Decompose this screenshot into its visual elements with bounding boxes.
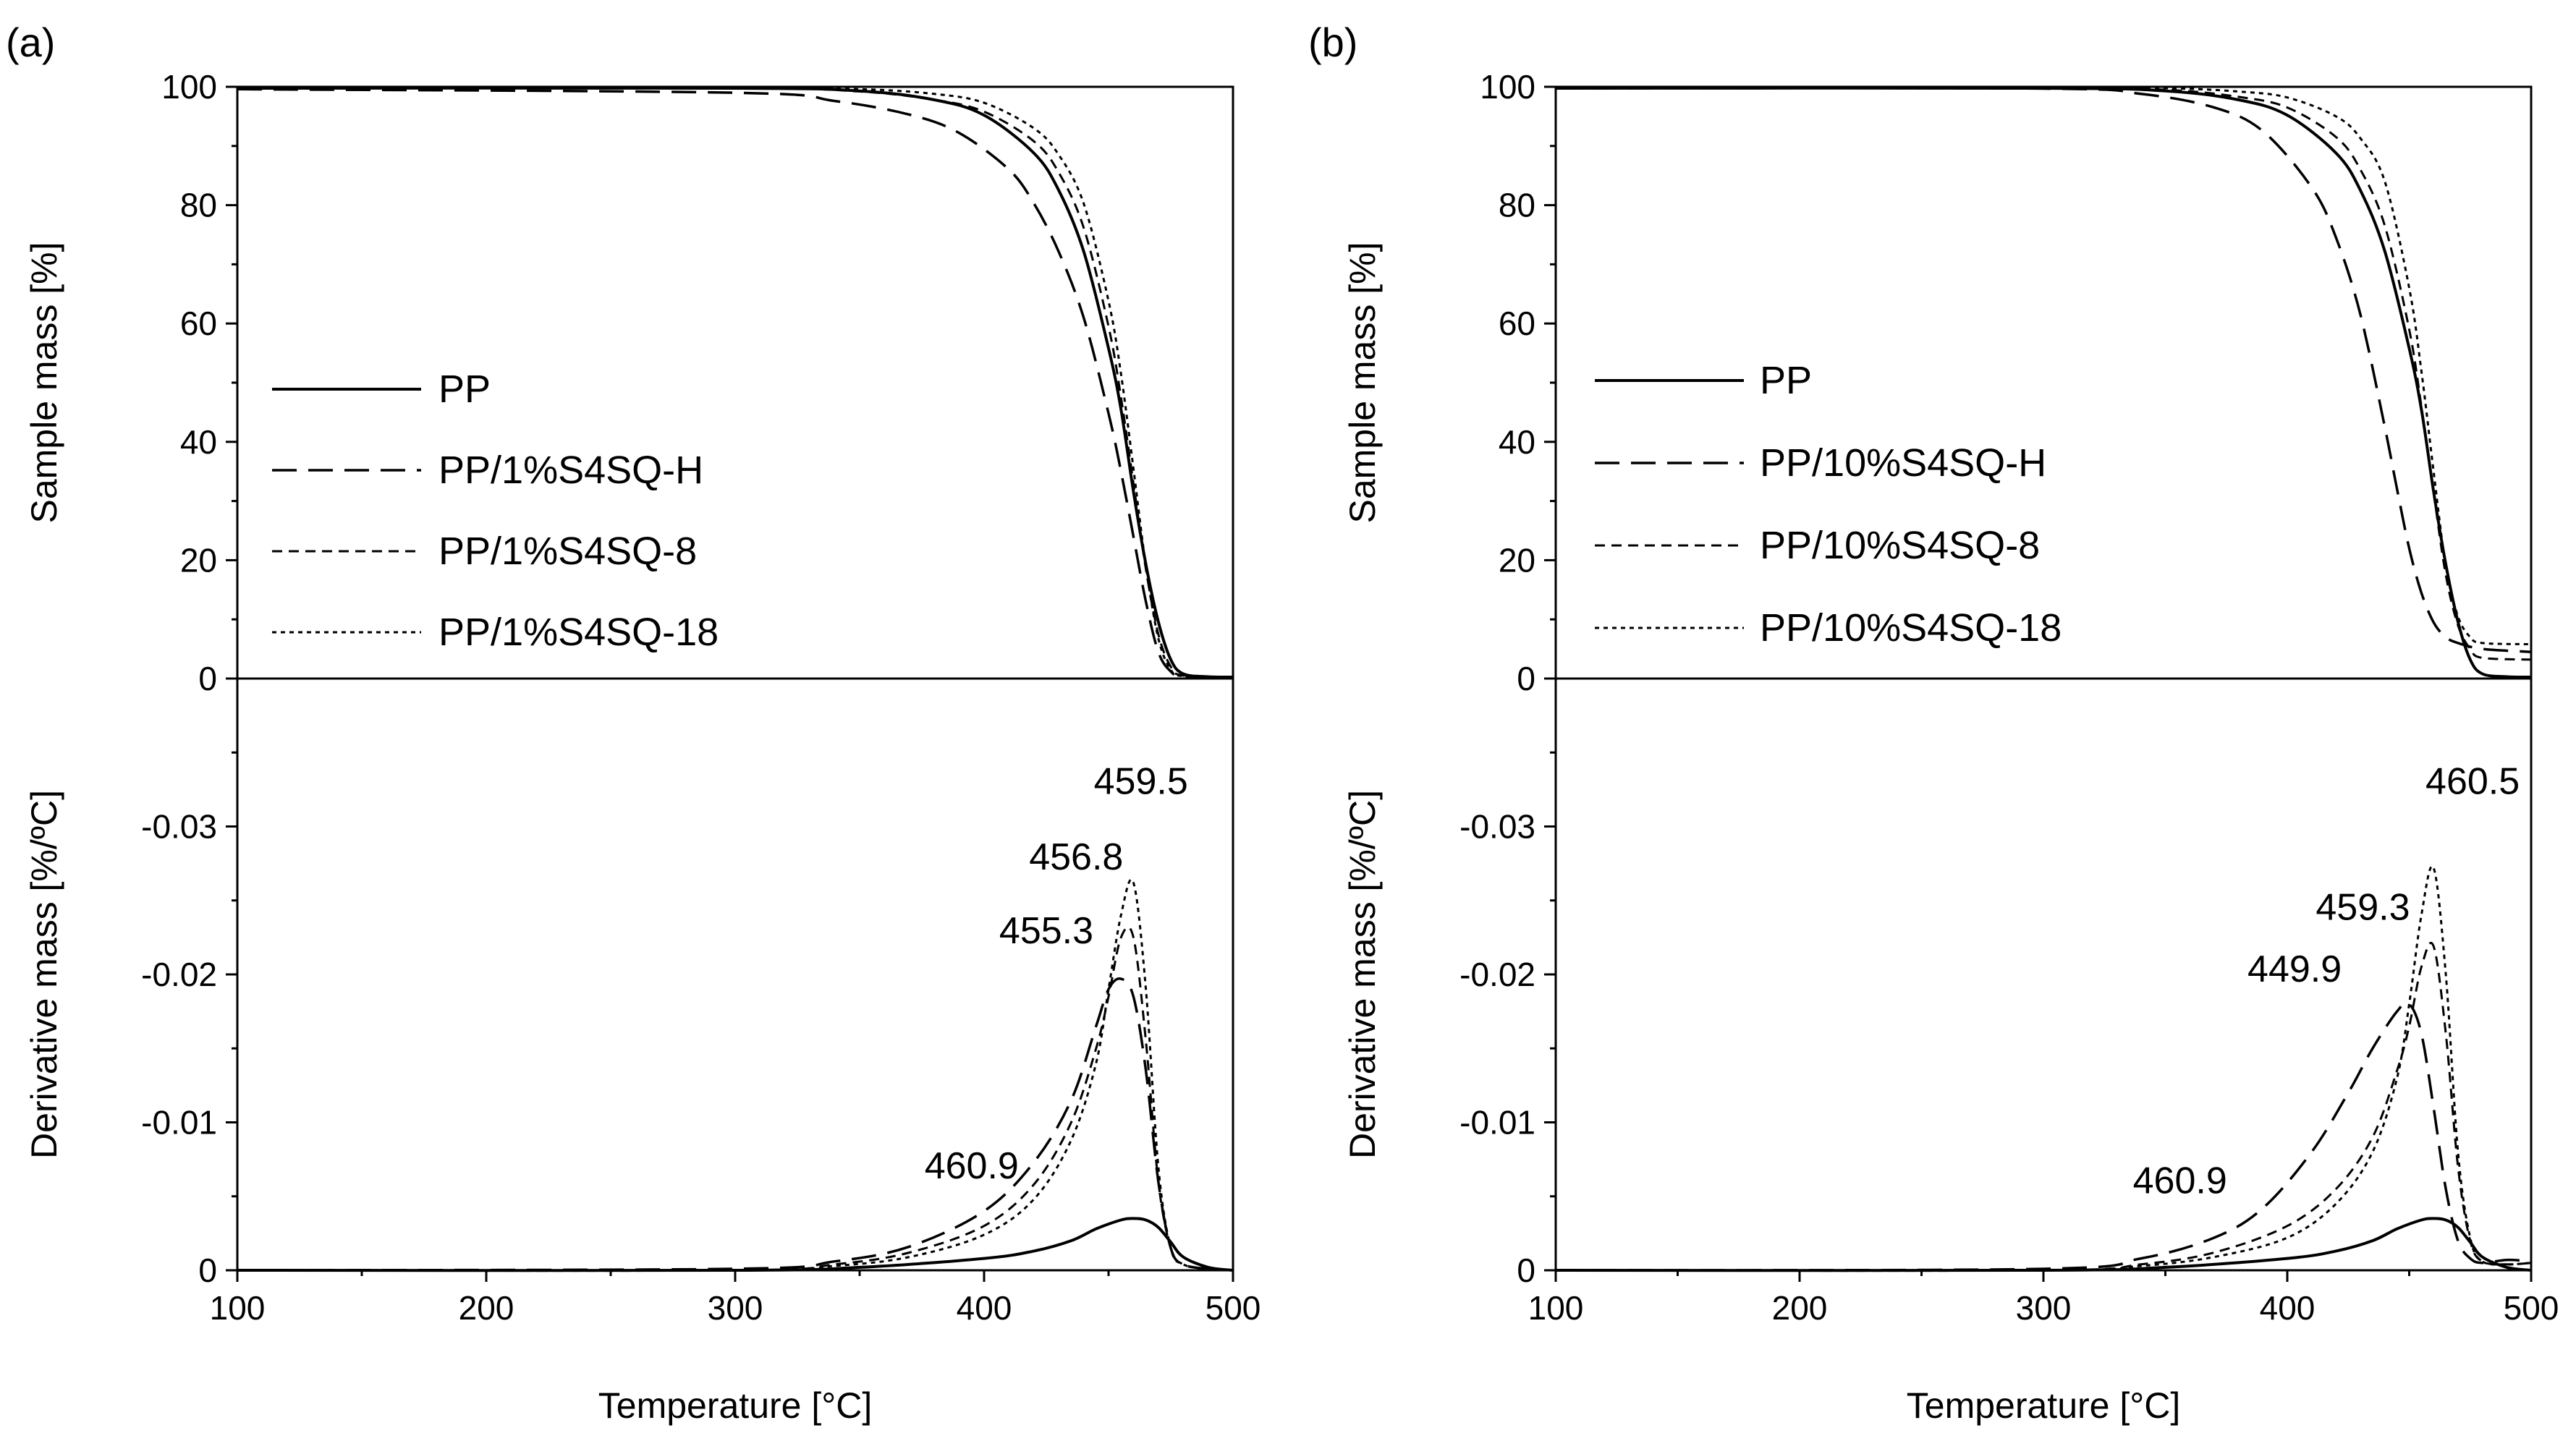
top-plot-frame bbox=[1554, 85, 2533, 680]
mass-series-pp-1-s4sq-8 bbox=[237, 87, 1234, 679]
bottom-y-tick-label: -0.01 bbox=[141, 1104, 217, 1142]
x-tick-label: 400 bbox=[957, 1289, 1012, 1327]
top-plot-frame bbox=[236, 85, 1234, 680]
top-y-tick-label: 20 bbox=[180, 541, 217, 579]
derivative-series-pp-1-s4sq-18 bbox=[237, 878, 1234, 1272]
x-tick-label: 500 bbox=[2504, 1289, 2559, 1327]
x-axis-title: Temperature [°C] bbox=[598, 1385, 872, 1426]
top-y-axis-title: Sample mass [%] bbox=[24, 242, 64, 523]
legend-label: PP/10%S4SQ-18 bbox=[1760, 606, 2062, 650]
mass-series-pp-1-s4sq-18 bbox=[237, 87, 1234, 679]
top-y-tick-label: 0 bbox=[198, 660, 217, 697]
panel-label: (b) bbox=[1308, 20, 1357, 65]
top-y-tick-label: 0 bbox=[1517, 660, 1535, 697]
bottom-y-tick-label: -0.01 bbox=[1459, 1104, 1535, 1142]
legend-label: PP/10%S4SQ-H bbox=[1760, 441, 2046, 485]
legend-label: PP bbox=[1760, 359, 1812, 402]
peak-annotation: 455.3 bbox=[999, 910, 1093, 952]
bottom-y-tick-label: 0 bbox=[1517, 1251, 1535, 1289]
top-y-axis-title: Sample mass [%] bbox=[1342, 242, 1383, 523]
top-y-tick-label: 80 bbox=[180, 187, 217, 224]
bottom-y-tick-label: -0.02 bbox=[1459, 956, 1535, 993]
panel-label: (a) bbox=[6, 20, 55, 65]
x-tick-label: 300 bbox=[708, 1289, 763, 1327]
derivative-series-pp-10-s4sq-h bbox=[1555, 1001, 2532, 1272]
x-axis-title: Temperature [°C] bbox=[1907, 1385, 2180, 1426]
x-tick-label: 500 bbox=[1206, 1289, 1261, 1327]
peak-annotation: 456.8 bbox=[1029, 836, 1123, 878]
top-y-tick-label: 60 bbox=[180, 305, 217, 342]
mass-series-pp bbox=[1555, 86, 2532, 679]
bottom-y-tick-label: 0 bbox=[198, 1251, 217, 1289]
derivative-series-pp bbox=[1555, 1217, 2532, 1272]
derivative-series-pp-1-s4sq-h bbox=[237, 977, 1234, 1272]
peak-annotation: 460.9 bbox=[925, 1145, 1019, 1187]
legend-label: PP/10%S4SQ-8 bbox=[1760, 524, 2040, 567]
bottom-y-axis-title: Derivative mass [%/ºC] bbox=[24, 790, 64, 1159]
x-tick-label: 400 bbox=[2260, 1289, 2316, 1327]
bottom-y-axis-title: Derivative mass [%/ºC] bbox=[1342, 790, 1383, 1159]
top-y-tick-label: 100 bbox=[161, 68, 217, 106]
bottom-plot-frame bbox=[1554, 677, 2533, 1272]
derivative-series-pp bbox=[237, 1217, 1234, 1272]
top-y-tick-label: 80 bbox=[1499, 187, 1535, 224]
mass-series-pp-10-s4sq-8 bbox=[1555, 87, 2532, 661]
derivative-series-pp-10-s4sq-8 bbox=[1555, 942, 2532, 1272]
bottom-plot-frame bbox=[236, 677, 1234, 1272]
peak-annotation: 449.9 bbox=[2247, 948, 2342, 990]
x-tick-label: 200 bbox=[1772, 1289, 1828, 1327]
legend-label: PP bbox=[438, 367, 491, 411]
peak-annotation: 459.3 bbox=[2316, 886, 2410, 928]
top-y-tick-label: 60 bbox=[1499, 305, 1535, 342]
top-y-tick-label: 100 bbox=[1480, 68, 1535, 106]
derivative-series-pp-1-s4sq-8 bbox=[237, 926, 1234, 1272]
top-y-tick-label: 40 bbox=[180, 423, 217, 461]
bottom-y-tick-label: -0.03 bbox=[1459, 808, 1535, 846]
x-tick-label: 300 bbox=[2016, 1289, 2072, 1327]
mass-series-pp-1-s4sq-h bbox=[237, 88, 1234, 679]
top-y-tick-label: 20 bbox=[1499, 541, 1535, 579]
top-y-tick-label: 40 bbox=[1499, 423, 1535, 461]
peak-annotation: 460.9 bbox=[2133, 1160, 2227, 1202]
x-tick-label: 100 bbox=[1528, 1289, 1584, 1327]
peak-annotation: 460.5 bbox=[2425, 761, 2520, 803]
legend-label: PP/1%S4SQ-8 bbox=[438, 530, 697, 573]
peak-annotation: 459.5 bbox=[1094, 761, 1188, 803]
bottom-y-tick-label: -0.03 bbox=[141, 808, 217, 846]
legend-label: PP/1%S4SQ-18 bbox=[438, 611, 719, 654]
mass-series-pp bbox=[237, 86, 1234, 679]
x-tick-label: 200 bbox=[459, 1289, 514, 1327]
x-tick-label: 100 bbox=[210, 1289, 266, 1327]
bottom-y-tick-label: -0.02 bbox=[141, 956, 217, 993]
mass-series-pp-10-s4sq-18 bbox=[1556, 87, 2532, 646]
legend-label: PP/1%S4SQ-H bbox=[438, 449, 703, 492]
mass-series-pp-10-s4sq-h bbox=[1555, 87, 2532, 653]
derivative-series-pp-10-s4sq-18 bbox=[1555, 864, 2532, 1272]
